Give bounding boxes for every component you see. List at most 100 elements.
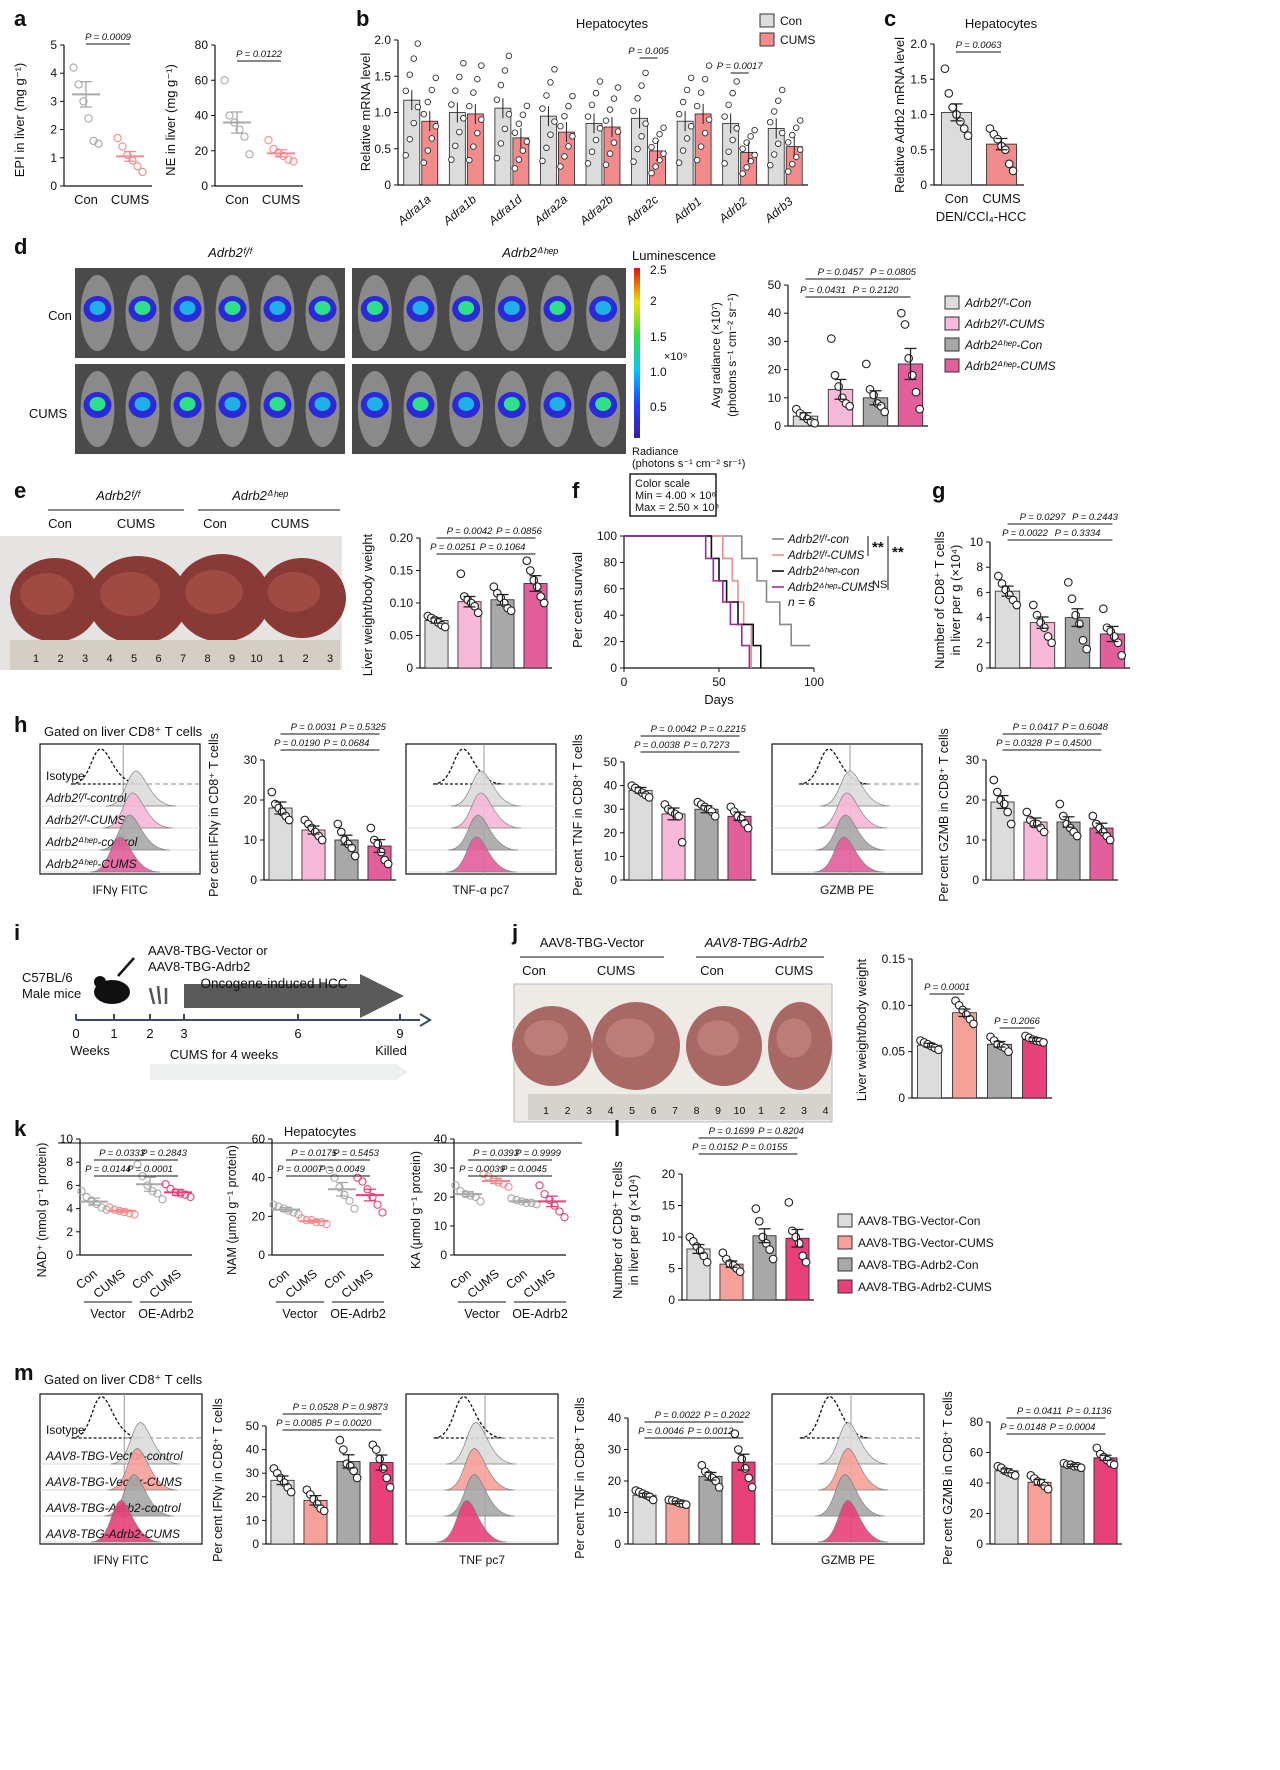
panel-h-chart-gzmb-y-tick-label: 20 — [966, 793, 980, 807]
panel-k-nam-chart-pvalue: P = 0.5453 — [333, 1148, 380, 1159]
panel-i-timeline-arrowhead — [419, 1013, 432, 1027]
panel-h-chart-ifng-pvalue: P = 0.0684 — [324, 738, 370, 749]
panel-j-chart-point — [969, 1019, 978, 1029]
panel-k-nad-chart-y-tick-label: 4 — [66, 1202, 73, 1216]
panel-e-ruler-number: 6 — [155, 653, 161, 665]
panel-b-chart-point — [414, 103, 422, 111]
panel-m-chart-tnf-y-tick-label: 20 — [608, 1474, 622, 1488]
panel-b-chart-bar — [448, 112, 466, 186]
panel-d-signal-core — [179, 301, 196, 315]
panel-h-chart-ifng-pvalue: P = 0.5325 — [340, 722, 387, 733]
panel-i-timeline-label: 6 — [294, 1026, 301, 1041]
panel-d-chart-pvalue: P = 0.0431 — [800, 285, 846, 296]
panel-m-chart-gzmb-y-tick-label: 20 — [970, 1507, 984, 1521]
panel-d-colorscale-min: Min = 4.00 × 10⁶ — [635, 490, 716, 502]
panel-a-ne-chart-point — [289, 157, 298, 166]
panel-h-hist-ifng-frame — [39, 743, 201, 875]
panel-m-chart-tnf-pvalue: P = 0.0046 — [638, 1426, 685, 1437]
panel-a-ne-chart-x-tick-label: CUMS — [262, 192, 301, 207]
panel-d-chart-point — [826, 334, 836, 343]
panel-b-chart-point — [675, 159, 683, 166]
panel-f-xlabel: Days — [704, 692, 734, 707]
panel-b-gene-label: Adra2b — [576, 192, 616, 228]
panel-g-chart-point — [1117, 651, 1127, 660]
panel-k-nam-chart-point — [340, 1190, 349, 1200]
panel-f-chart-x-tick-label: 50 — [712, 675, 726, 689]
panel-b-chart-point — [523, 138, 531, 145]
panel-a-epi-chart-point — [113, 133, 122, 143]
panel-b-chart-point — [410, 119, 418, 127]
panel-d-colorbar-tick: 0.5 — [650, 400, 667, 414]
panel-k-nam-chart-point — [269, 1200, 278, 1209]
panel-m-chart-ifng: 0 10 20 30 40 50 P = 0.0528 P = 0.9873 P = 0.008… — [246, 1402, 398, 1551]
panel-d-colorscale-box — [629, 473, 717, 517]
panel-f-chart-y-tick-label: 100 — [597, 529, 617, 543]
panel-e-chart: 0 0.05 0.10 0.15 0.20 P = 0.0042 P = 0.0856 P =… — [390, 526, 552, 675]
panel-b-chart-point — [478, 62, 485, 69]
panel-b-chart-point — [497, 140, 505, 147]
panel-e-group-right: Adrb2ᐞʰᵉᵖ — [231, 488, 288, 503]
panel-e-chart-pvalue: P = 0.0856 — [496, 526, 543, 537]
panel-l-legend-item: AAV8-TBG-Adrb2-Con — [858, 1258, 979, 1272]
panel-g-chart-point — [1082, 644, 1092, 654]
panel-f-legend-item: Adrb2ᶠ/ᶠ-CUMS — [787, 550, 865, 562]
panel-b-chart-point — [766, 118, 774, 126]
panel-k-nam-chart-point — [373, 1200, 382, 1209]
panel-m-hist-ifng-row-label: Isotype — [46, 1423, 85, 1437]
panel-j-ruler-number: 6 — [651, 1105, 657, 1117]
panel-f-legend-item: Adrb2ᐞʰᵉᵖ-con — [787, 566, 860, 578]
panel-letter-d: d — [14, 234, 27, 259]
panel-d-chart-y-tick-label: 10 — [768, 391, 782, 405]
panel-c-title: Hepatocytes — [965, 16, 1038, 31]
panel-b-chart-point — [452, 142, 459, 150]
panel-b-chart-point — [747, 133, 754, 140]
panel-b-chart-point — [733, 125, 740, 132]
panel-b-chart-y-tick-label: 2.0 — [374, 33, 391, 47]
panel-m-chart-tnf-bar — [731, 1461, 756, 1545]
panel-d-colorscale-max: Max = 2.50 × 10⁹ — [635, 502, 719, 514]
panel-b-chart-point — [788, 131, 796, 139]
panel-l-chart: 0 5 10 15 20 P = 0.1699 P = 0.8204 P = 0.0152 P … — [662, 1126, 814, 1307]
panel-b-chart-point — [561, 153, 568, 160]
panel-d-chart: 0 10 20 30 40 50 P = 0.0457 P = 0.0805 P = 0.043… — [768, 267, 928, 433]
panel-b-chart-point — [551, 66, 558, 73]
panel-h-chart-tnf-bar — [628, 789, 653, 881]
panel-b-ylabel: Relative mRNA level — [358, 53, 373, 172]
panel-b-chart-point — [420, 110, 428, 118]
panel-d-chart-y-tick-label: 0 — [774, 419, 781, 433]
panel-e-ruler-number: 3 — [327, 653, 333, 665]
panel-i-cums-arrow — [150, 1064, 408, 1080]
panel-b-chart-point — [466, 156, 473, 164]
panel-m-chart-tnf-pvalue: P = 0.0012 — [688, 1426, 735, 1437]
panel-c-chart-y-tick-label: 1.0 — [910, 108, 927, 122]
panel-b-chart-point — [638, 82, 645, 89]
panel-l-chart-point — [784, 1197, 794, 1207]
panel-d-chart-point — [810, 418, 820, 428]
panel-b-chart-point — [784, 168, 792, 175]
panel-k-nam-chart-point — [353, 1173, 362, 1182]
panel-b-chart-point — [410, 55, 418, 62]
panel-m-hist-tnf-xlabel: TNF pc7 — [459, 1553, 505, 1567]
panel-h-chart-tnf: 0 10 20 30 40 50 P = 0.0042 P = 0.2215 P = 0.003… — [604, 724, 756, 887]
panel-k-ka-chart-point — [555, 1207, 564, 1216]
panel-b-chart-point — [788, 161, 796, 168]
panel-i-timeline-label: 1 — [110, 1026, 117, 1041]
panel-h-chart-tnf-point — [743, 823, 753, 833]
panel-j-chart-y-tick-label: 0.10 — [882, 998, 906, 1012]
panel-b-chart-point — [721, 160, 728, 167]
panel-f-ylabel: Per cent survival — [570, 552, 585, 648]
panel-h-chart-tnf-point — [710, 811, 720, 821]
panel-b-chart-point — [602, 161, 610, 168]
panel-b-chart-point — [588, 101, 596, 109]
panel-k-ka-chart-pvalue: P = 0.0039 — [459, 1164, 506, 1175]
panel-h-chart-gzmb-y-tick-label: 10 — [966, 833, 980, 847]
panel-g-chart-y-tick-label: 4 — [976, 611, 983, 625]
panel-l-chart-point — [765, 1245, 775, 1254]
panel-j-chart-y-tick-label: 0.15 — [882, 952, 906, 966]
panel-b-chart-point — [519, 111, 527, 119]
panel-i-cums-label: CUMS for 4 weeks — [170, 1047, 279, 1062]
panel-b-chart-point — [543, 92, 550, 99]
panel-c-pvalue: P = 0.0063 — [956, 40, 1003, 51]
panel-b-chart-point — [557, 163, 564, 170]
panel-b-chart-point — [743, 164, 750, 171]
